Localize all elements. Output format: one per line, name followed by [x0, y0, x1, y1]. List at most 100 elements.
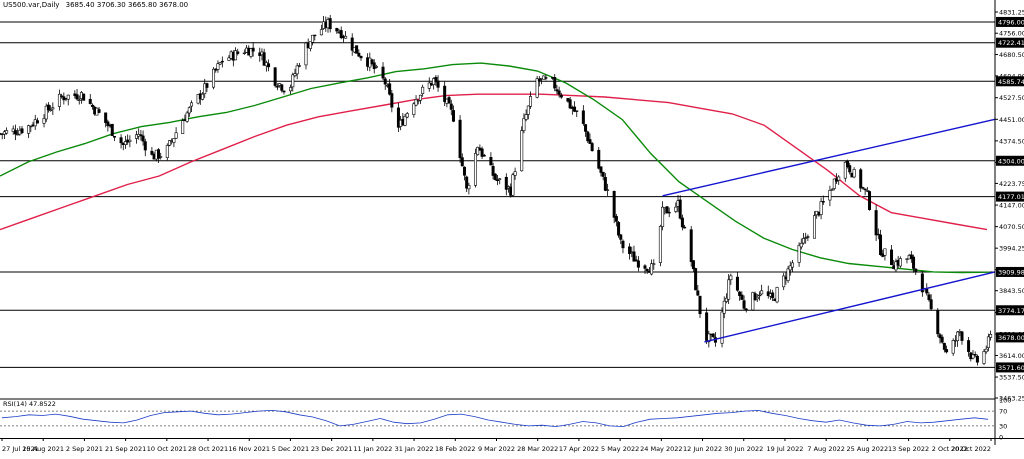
time-tick-label: 28 Oct 2021 — [188, 445, 228, 453]
candle-down — [940, 336, 944, 343]
price-tick-label: 4147.00 — [999, 202, 1024, 210]
candle-up — [203, 83, 207, 95]
candle-down — [771, 292, 775, 299]
level-price-label: 3571.60 — [998, 364, 1024, 372]
level-price-label: 4796.00 — [998, 18, 1024, 26]
candle-down — [599, 166, 603, 173]
candle-up — [29, 125, 33, 128]
candle-down — [859, 169, 863, 189]
candle-up — [123, 141, 127, 145]
candle-down — [75, 94, 79, 100]
channel-trendline[interactable] — [704, 271, 996, 343]
level-price-label: 4722.41 — [998, 39, 1024, 47]
candle-up — [951, 340, 955, 354]
time-tick-label: 31 Jan 2022 — [395, 445, 434, 453]
candle-up — [44, 105, 48, 120]
candle-up — [427, 82, 431, 89]
candle-up — [775, 287, 779, 303]
candle-down — [447, 97, 451, 104]
price-tick-label: 3537.50 — [999, 374, 1024, 382]
candle-down — [603, 177, 607, 191]
candle-down — [920, 273, 924, 293]
level-price-badge — [996, 37, 1024, 48]
candle-down — [744, 308, 748, 311]
candle-down — [383, 78, 387, 85]
candle-down — [390, 93, 394, 108]
candle-down — [110, 124, 114, 136]
candle-down — [119, 137, 123, 144]
candle-down — [821, 201, 825, 203]
candle-up — [865, 190, 869, 192]
candle-up — [989, 334, 993, 338]
candle-up — [797, 244, 801, 263]
candle-down — [912, 256, 916, 269]
candle-up — [159, 156, 163, 158]
time-tick-label: 12 Jun 2022 — [683, 445, 722, 453]
candle-down — [575, 110, 579, 112]
candle-up — [529, 96, 533, 107]
level-price-badge — [996, 155, 1024, 166]
level-price-badge — [996, 191, 1024, 202]
candle-up — [467, 185, 471, 190]
candle-up — [724, 297, 728, 302]
level-lines — [0, 21, 995, 368]
candle-up — [755, 296, 759, 300]
candle-up — [412, 103, 416, 115]
candle-down — [350, 37, 354, 51]
candle-up — [42, 118, 46, 124]
ohlc-label: 3685.40 3706.30 3665.80 3678.00 — [66, 1, 188, 9]
candle-down — [645, 269, 649, 272]
candle-down — [20, 128, 24, 134]
candle-up — [812, 215, 816, 239]
candle-down — [465, 176, 469, 189]
channel-trendline[interactable] — [662, 118, 996, 197]
price-axis: 4831.254756.004680.504604.904527.504451.… — [0, 0, 1024, 445]
price-tick-label: 4223.75 — [999, 180, 1024, 188]
candle-up — [308, 41, 312, 49]
candle-down — [482, 154, 486, 157]
candle-up — [344, 35, 348, 39]
candle-down — [236, 51, 240, 54]
candle-up — [165, 145, 169, 158]
candle-up — [832, 178, 836, 189]
candle-up — [374, 66, 378, 68]
time-tick-label: 19 Jul 2022 — [767, 445, 804, 453]
time-tick-label: 20 Oct 2022 — [951, 445, 991, 453]
rsi-tick-label: 70 — [999, 408, 1007, 416]
candle-up — [526, 105, 530, 115]
candle-down — [925, 288, 929, 294]
candle-down — [634, 259, 638, 262]
price-tick-label: 3994.25 — [999, 245, 1024, 253]
candle-up — [722, 300, 726, 314]
candle-down — [357, 52, 361, 57]
candle-down — [573, 106, 577, 112]
candle-up — [650, 263, 654, 275]
price-tick-label: 3463.25 — [999, 395, 1024, 403]
candle-down — [876, 233, 880, 236]
candle-down — [868, 191, 872, 210]
candle-down — [942, 343, 946, 350]
time-tick-label: 25 Aug 2022 — [847, 445, 889, 453]
candle-down — [46, 104, 50, 111]
candle-up — [418, 94, 422, 101]
candle-down — [495, 179, 499, 182]
candle-down — [13, 130, 17, 135]
candle-up — [894, 261, 898, 271]
candle-up — [304, 42, 308, 66]
candle-down — [557, 90, 561, 95]
rsi-panel: 100 70 30 0 RSI(14) 47.8522 — [0, 397, 1011, 442]
candle-up — [416, 99, 420, 102]
candle-up — [819, 201, 823, 215]
candle-down — [929, 299, 933, 310]
candle-up — [5, 130, 9, 134]
candle-down — [689, 229, 693, 262]
candle-up — [476, 147, 480, 155]
candle-up — [535, 78, 539, 98]
candle-down — [106, 121, 110, 127]
candle-up — [524, 114, 528, 120]
candle-down — [691, 260, 695, 270]
candle-down — [156, 149, 160, 159]
